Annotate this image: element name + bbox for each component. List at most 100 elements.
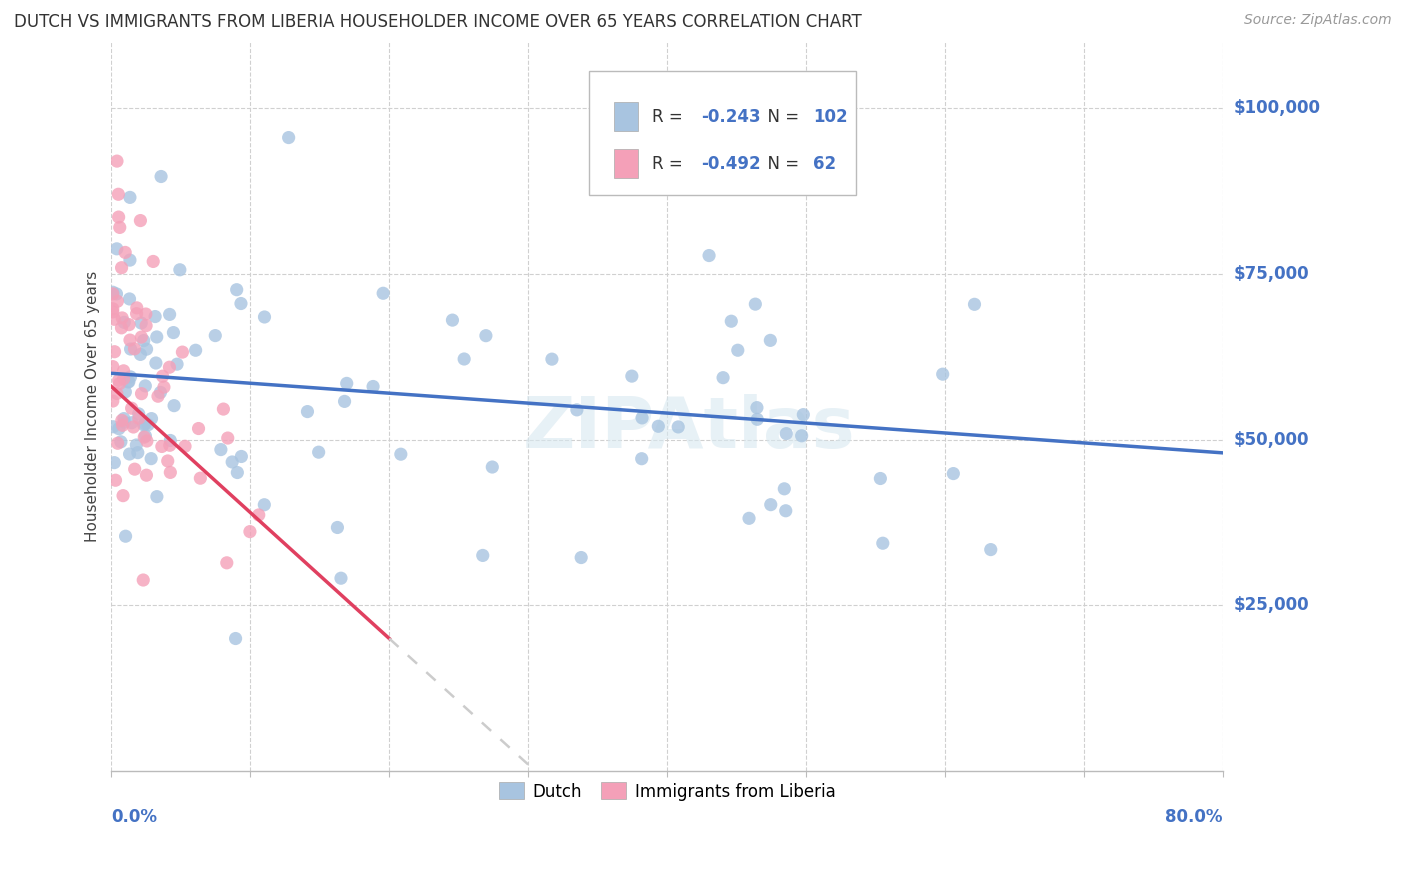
Text: ZIPAtlas: ZIPAtlas [523,394,856,463]
Point [253,498,276,512]
Point [174,439,197,453]
Point [159,360,181,375]
Point [129,213,152,227]
Point [630,451,652,466]
Point [124,342,146,356]
Text: 62: 62 [813,154,835,172]
Point [129,316,152,330]
Point [204,328,226,343]
Point [727,343,749,358]
Point [143,310,166,324]
Point [108,220,131,235]
Point [569,550,592,565]
Point [107,187,129,202]
Point [217,431,239,445]
Point [188,471,211,485]
Point [101,285,124,300]
Point [166,357,188,371]
Point [114,245,136,260]
Point [101,286,124,301]
Point [471,549,494,563]
Point [187,421,209,435]
Point [942,467,965,481]
Text: DUTCH VS IMMIGRANTS FROM LIBERIA HOUSEHOLDER INCOME OVER 65 YEARS CORRELATION CH: DUTCH VS IMMIGRANTS FROM LIBERIA HOUSEHO… [14,13,862,31]
Point [112,489,135,503]
Point [117,375,139,389]
Point [475,328,498,343]
Text: 80.0%: 80.0% [1166,807,1223,826]
Point [869,471,891,485]
Point [101,305,124,319]
Point [565,402,588,417]
Point [221,455,243,469]
Point [666,420,689,434]
Point [145,356,167,370]
Point [759,498,782,512]
FancyBboxPatch shape [614,149,638,178]
Text: 102: 102 [813,108,848,126]
Point [103,344,125,359]
Point [103,312,125,326]
Point [738,511,761,525]
Point [747,412,769,426]
Point [105,386,128,401]
Point [118,292,141,306]
Point [110,260,132,275]
FancyBboxPatch shape [589,71,856,195]
Point [744,297,766,311]
Point [101,301,124,316]
Point [631,410,654,425]
Point [118,318,141,332]
Point [107,210,129,224]
Point [229,296,252,310]
Point [101,419,124,434]
Point [111,418,134,433]
Point [159,434,181,448]
Point [872,536,894,550]
Point [711,370,734,384]
Point [110,321,132,335]
Point [112,372,135,386]
Point [111,310,134,325]
Point [134,379,156,393]
Point [773,482,796,496]
Point [931,367,953,381]
Point [141,451,163,466]
Point [103,456,125,470]
Point [453,351,475,366]
Point [136,417,159,432]
Point [118,333,141,347]
Point [308,445,330,459]
Point [135,342,157,356]
Point [111,413,134,427]
Point [112,411,135,425]
Point [373,286,395,301]
Point [141,411,163,425]
Point [541,352,564,367]
Point [775,504,797,518]
Point [225,283,247,297]
Point [128,411,150,425]
Point [790,429,813,443]
Point [247,508,270,522]
Point [745,401,768,415]
Point [326,520,349,534]
Point [104,473,127,487]
Point [134,417,156,431]
Point [101,394,124,409]
Point [759,334,782,348]
Point [114,529,136,543]
Point [129,347,152,361]
FancyBboxPatch shape [614,102,638,131]
Text: -0.243: -0.243 [702,108,761,126]
Y-axis label: Householder Income Over 65 years: Householder Income Over 65 years [86,271,100,542]
Point [135,434,157,448]
Point [118,447,141,461]
Point [124,462,146,476]
Point [152,369,174,384]
Point [112,415,135,429]
Point [135,318,157,333]
Point [105,154,128,169]
Point [156,454,179,468]
Point [135,468,157,483]
